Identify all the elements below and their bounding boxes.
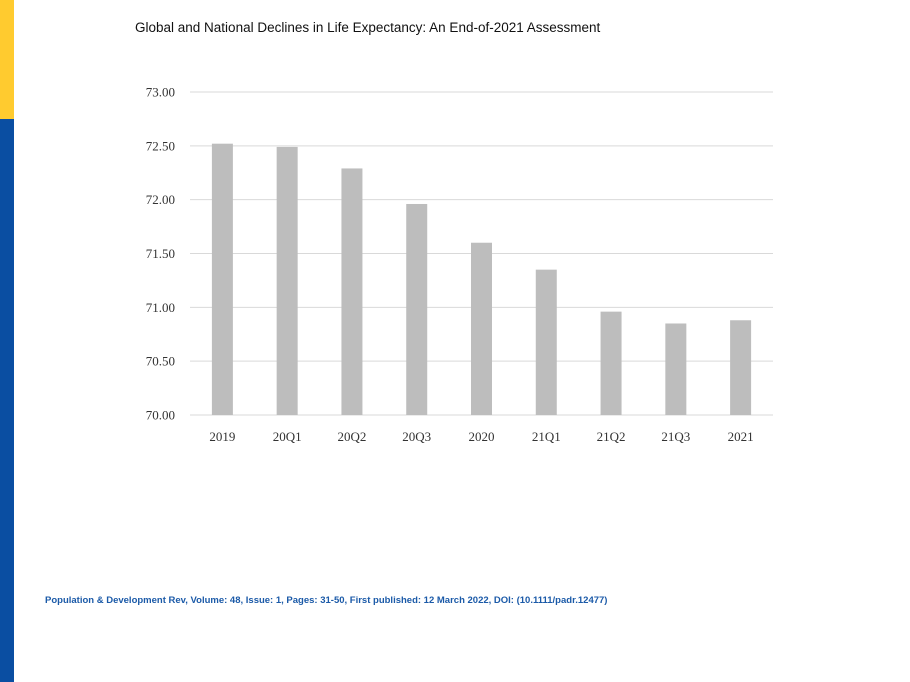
x-tick-label: 20Q1 (273, 429, 302, 444)
bar-2019 (211, 143, 233, 415)
bar-21Q2 (600, 311, 622, 415)
x-tick-label: 21Q1 (532, 429, 561, 444)
bar-21Q1 (535, 269, 557, 415)
bar-2021 (730, 320, 752, 415)
accent-bar-blue (0, 119, 14, 682)
y-tick-label: 70.50 (146, 354, 175, 369)
y-axis-tick-labels: 70.00 70.50 71.00 71.50 72.00 72.50 73.00 (146, 85, 175, 423)
bar-21Q3 (665, 323, 687, 415)
bar-20Q3 (406, 203, 428, 415)
x-axis-tick-labels: 2019 20Q1 20Q2 20Q3 2020 21Q1 21Q2 21Q3 2021 (209, 429, 753, 444)
x-tick-label: 2020 (469, 429, 495, 444)
y-tick-label: 71.00 (146, 300, 175, 315)
x-tick-label: 20Q2 (337, 429, 366, 444)
y-tick-label: 72.00 (146, 192, 175, 207)
slide-title: Global and National Declines in Life Exp… (135, 20, 601, 35)
x-tick-label: 21Q3 (661, 429, 690, 444)
bar-20Q2 (341, 168, 363, 415)
y-tick-label: 72.50 (146, 138, 175, 153)
y-tick-label: 70.00 (146, 408, 175, 423)
x-tick-label: 20Q3 (402, 429, 431, 444)
bar-20Q1 (276, 146, 298, 415)
x-tick-label: 21Q2 (597, 429, 626, 444)
bar-2020 (471, 242, 492, 415)
y-tick-label: 73.00 (146, 85, 175, 100)
y-tick-label: 71.50 (146, 246, 175, 261)
accent-bar-yellow (0, 0, 14, 119)
x-tick-label: 2021 (728, 429, 754, 444)
bars (211, 143, 752, 415)
citation-text: Population & Development Rev, Volume: 48… (45, 595, 608, 606)
x-tick-label: 2019 (209, 429, 235, 444)
